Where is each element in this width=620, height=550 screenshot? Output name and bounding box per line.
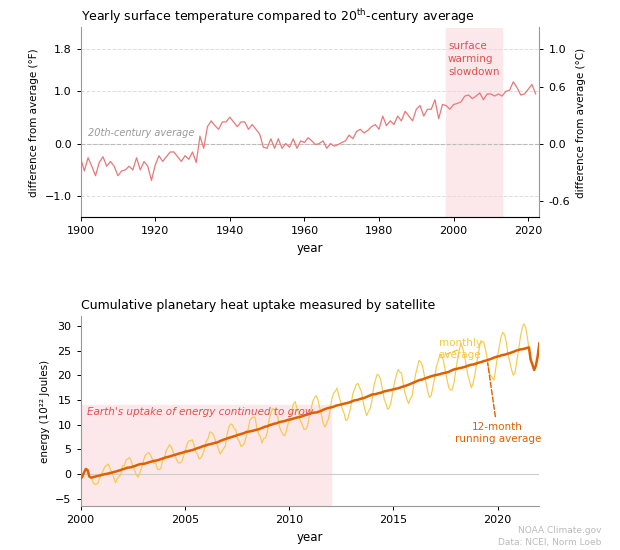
Text: 20th-century average: 20th-century average bbox=[88, 128, 195, 138]
Y-axis label: energy (10²² Joules): energy (10²² Joules) bbox=[40, 360, 50, 463]
Y-axis label: difference from average (°C): difference from average (°C) bbox=[575, 47, 586, 197]
Text: monthly
average: monthly average bbox=[439, 338, 482, 360]
Text: 12-month
running average: 12-month running average bbox=[454, 363, 541, 444]
Text: Earth's uptake of energy continued to grow: Earth's uptake of energy continued to gr… bbox=[87, 408, 313, 417]
Text: NOAA Climate.gov
Data: NCEI, Norm Loeb: NOAA Climate.gov Data: NCEI, Norm Loeb bbox=[498, 526, 601, 547]
Y-axis label: difference from average (°F): difference from average (°F) bbox=[29, 48, 39, 197]
Bar bbox=[446, 28, 502, 217]
X-axis label: year: year bbox=[297, 531, 323, 543]
X-axis label: year: year bbox=[297, 242, 323, 255]
Text: Yearly surface temperature compared to 20$^{\mathrm{th}}$-century average: Yearly surface temperature compared to 2… bbox=[81, 7, 474, 25]
Text: surface
warming
slowdown: surface warming slowdown bbox=[448, 41, 500, 77]
Text: Cumulative planetary heat uptake measured by satellite: Cumulative planetary heat uptake measure… bbox=[81, 299, 435, 312]
Bar bbox=[81, 405, 331, 506]
